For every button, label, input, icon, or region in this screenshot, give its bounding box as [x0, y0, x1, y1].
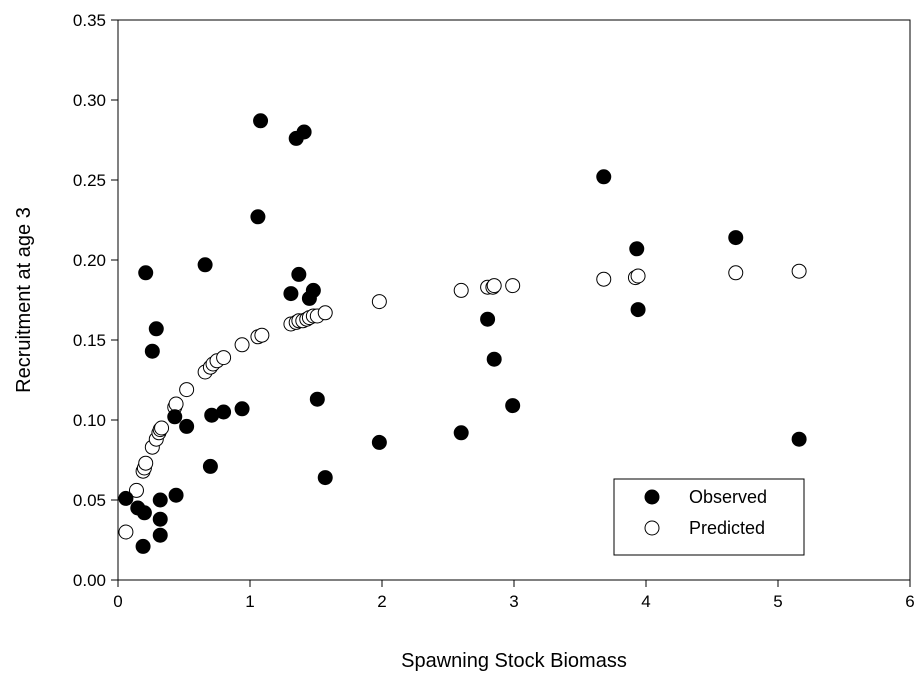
x-tick-label: 3 — [509, 592, 518, 611]
series-predicted — [118, 263, 807, 540]
observed-point — [486, 351, 502, 367]
observed-point — [136, 505, 152, 521]
x-axis-title: Spawning Stock Biomass — [401, 650, 627, 672]
y-axis-title: Recruitment at age 3 — [13, 207, 35, 393]
predicted-point — [505, 278, 521, 294]
predicted-point — [128, 482, 144, 498]
legend: Observed Predicted — [613, 478, 805, 556]
y-axis: 0.00 0.05 0.10 0.15 0.20 0.25 0.30 0.35 — [73, 11, 118, 590]
observed-point — [167, 409, 183, 425]
predicted-point — [138, 455, 154, 471]
x-tick-label: 2 — [377, 592, 386, 611]
y-tick-label: 0.35 — [73, 11, 106, 30]
legend-label-predicted: Predicted — [689, 518, 765, 538]
y-tick-label: 0.05 — [73, 491, 106, 510]
observed-point — [250, 209, 266, 225]
predicted-point — [168, 396, 184, 412]
predicted-point — [596, 271, 612, 287]
observed-point — [135, 538, 151, 554]
x-tick-label: 0 — [113, 592, 122, 611]
observed-point — [291, 266, 307, 282]
predicted-point — [791, 263, 807, 279]
observed-point — [596, 169, 612, 185]
observed-point — [118, 490, 134, 506]
predicted-point — [453, 282, 469, 298]
observed-point — [144, 343, 160, 359]
observed-point — [371, 434, 387, 450]
observed-point — [152, 511, 168, 527]
x-tick-label: 5 — [773, 592, 782, 611]
observed-point — [152, 492, 168, 508]
observed-point — [148, 321, 164, 337]
y-tick-label: 0.10 — [73, 411, 106, 430]
observed-point — [630, 302, 646, 318]
observed-point — [480, 311, 496, 327]
observed-point — [629, 241, 645, 257]
observed-point — [138, 265, 154, 281]
predicted-point — [486, 278, 502, 294]
observed-point — [234, 401, 250, 417]
y-tick-label: 0.15 — [73, 331, 106, 350]
observed-point — [197, 257, 213, 273]
y-tick-label: 0.20 — [73, 251, 106, 270]
predicted-point — [630, 268, 646, 284]
x-tick-label: 1 — [245, 592, 254, 611]
series-observed — [118, 113, 807, 554]
series-layer — [118, 113, 807, 554]
legend-marker-predicted — [644, 520, 660, 536]
observed-point — [728, 230, 744, 246]
observed-point — [296, 124, 312, 140]
observed-point — [152, 527, 168, 543]
legend-marker-observed — [644, 489, 660, 505]
observed-point — [309, 391, 325, 407]
x-tick-label: 4 — [641, 592, 650, 611]
predicted-point — [118, 524, 134, 540]
predicted-point — [317, 305, 333, 321]
predicted-point — [179, 382, 195, 398]
predicted-point — [728, 265, 744, 281]
observed-point — [283, 286, 299, 302]
observed-point — [216, 404, 232, 420]
observed-point — [253, 113, 269, 129]
observed-point — [317, 470, 333, 486]
y-tick-label: 0.00 — [73, 571, 106, 590]
y-tick-label: 0.25 — [73, 171, 106, 190]
observed-point — [305, 282, 321, 298]
predicted-point — [234, 337, 250, 353]
observed-point — [791, 431, 807, 447]
x-tick-label: 6 — [905, 592, 914, 611]
x-axis: 0 1 2 3 4 5 6 — [113, 580, 915, 611]
y-tick-label: 0.30 — [73, 91, 106, 110]
observed-point — [505, 398, 521, 414]
predicted-point — [154, 420, 170, 436]
observed-point — [168, 487, 184, 503]
predicted-point — [371, 294, 387, 310]
predicted-point — [216, 350, 232, 366]
legend-label-observed: Observed — [689, 487, 767, 507]
observed-point — [179, 418, 195, 434]
observed-point — [453, 425, 469, 441]
predicted-point — [254, 327, 270, 343]
observed-point — [202, 458, 218, 474]
legend-box — [613, 478, 805, 556]
